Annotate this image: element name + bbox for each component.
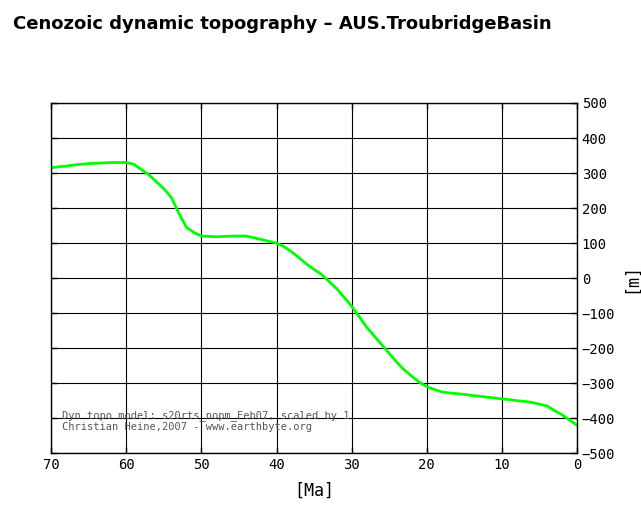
Text: [Ma]: [Ma] [294,482,334,500]
Text: Cenozoic dynamic topography – AUS.TroubridgeBasin: Cenozoic dynamic topography – AUS.Troubr… [13,15,551,33]
Text: Dyn topo model: s20rts_nopm_Feb07, scaled by 1
Christian Heine,2007 - www.earthb: Dyn topo model: s20rts_nopm_Feb07, scale… [62,409,349,432]
Text: [m]: [m] [622,263,640,293]
